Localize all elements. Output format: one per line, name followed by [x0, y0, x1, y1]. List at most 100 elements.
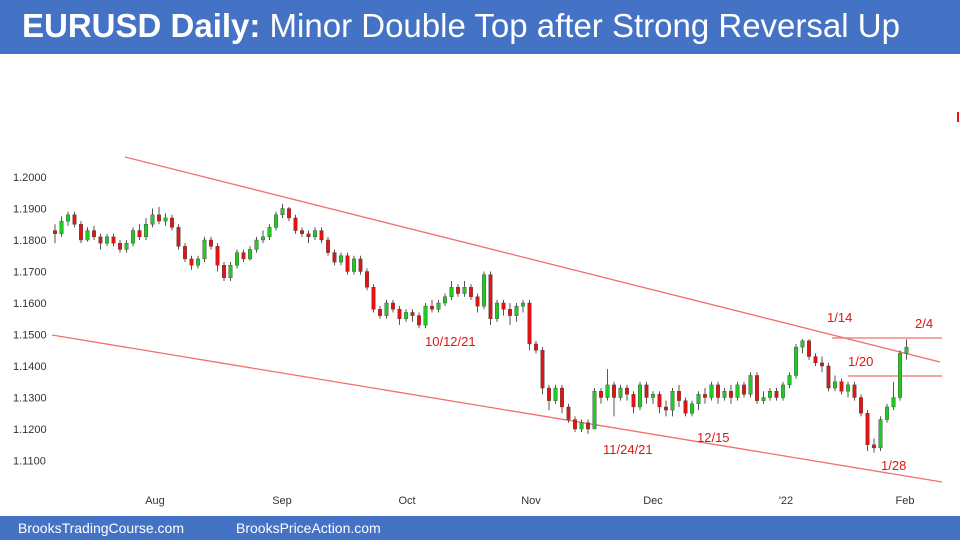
- candle-body: [670, 391, 675, 411]
- lower-channel-line: [51, 334, 943, 483]
- candle-body: [300, 230, 305, 234]
- candlestick-chart: 1.2000 1.1900 1.1800 1.1700 1.1600 1.1500 1.14…: [13, 112, 959, 507]
- candle-body: [475, 296, 480, 307]
- candle-body: [534, 343, 539, 351]
- candle-body: [72, 214, 77, 225]
- x-tick-label: Sep: [272, 495, 292, 507]
- candle-body: [143, 224, 148, 238]
- candle-body: [124, 242, 129, 250]
- candle-body: [306, 233, 311, 238]
- candle-body: [904, 346, 909, 354]
- annotation-label: 12/15: [697, 430, 730, 445]
- candle-body: [690, 403, 695, 414]
- candle-body: [85, 230, 90, 241]
- candle-body: [800, 340, 805, 348]
- candle-body: [332, 252, 337, 263]
- annotation-label: 2/4: [915, 316, 933, 331]
- candle-body: [709, 384, 714, 398]
- candle-body: [547, 387, 552, 401]
- candle-body: [735, 384, 740, 398]
- candle-body: [469, 287, 474, 297]
- candle-body: [326, 239, 331, 253]
- candle-body: [586, 422, 591, 430]
- candle-body: [787, 375, 792, 386]
- title-bold: EURUSD Daily:: [22, 7, 261, 44]
- candle-body: [495, 302, 500, 319]
- footer-link-price-action[interactable]: BrooksPriceAction.com: [236, 520, 381, 536]
- candle-body: [521, 302, 526, 307]
- x-tick-label: '22: [779, 495, 793, 507]
- candle-body: [195, 258, 200, 266]
- candle-body: [117, 242, 122, 250]
- annotation-label: 1/14: [827, 310, 852, 325]
- candle-body: [430, 305, 435, 310]
- y-tick-label: 1.1500: [13, 330, 47, 342]
- candle-body: [540, 350, 545, 389]
- y-tick-label: 1.1600: [13, 298, 47, 310]
- candle-body: [378, 309, 383, 316]
- candle-body: [508, 309, 513, 316]
- candle-body: [404, 312, 409, 319]
- candle-body: [794, 346, 799, 376]
- candle-body: [293, 217, 298, 231]
- y-axis-ticks: 1.2000 1.1900 1.1800 1.1700 1.1600 1.1500 1.14…: [13, 172, 47, 468]
- candle-body: [748, 375, 753, 395]
- candle-body: [514, 305, 519, 316]
- candle-body: [287, 208, 292, 219]
- chart-title: EURUSD Daily: Minor Double Top after Str…: [22, 6, 900, 46]
- candle-body: [280, 208, 285, 216]
- candle-body: [638, 384, 643, 408]
- candle-body: [677, 391, 682, 401]
- annotation-label: 10/12/21: [425, 334, 476, 349]
- title-bar: EURUSD Daily: Minor Double Top after Str…: [0, 0, 960, 54]
- candle-body: [234, 252, 239, 266]
- candle-body: [254, 239, 259, 250]
- footer-bar: BrooksTradingCourse.com BrooksPriceActio…: [0, 516, 960, 540]
- candle-body: [865, 413, 870, 445]
- candle-body: [462, 287, 467, 294]
- footer-link-trading-course[interactable]: BrooksTradingCourse.com: [18, 520, 184, 536]
- candle-body: [605, 384, 610, 398]
- candle-body: [774, 391, 779, 398]
- candle-body: [189, 258, 194, 266]
- candle-body: [573, 419, 578, 430]
- y-tick-label: 1.1200: [13, 424, 47, 436]
- candle-body: [98, 236, 103, 244]
- candle-body: [664, 406, 669, 411]
- candle-body: [410, 312, 415, 316]
- candle-body: [339, 255, 344, 263]
- candle-body: [423, 305, 428, 326]
- candle-body: [137, 230, 142, 238]
- candle-body: [169, 217, 174, 228]
- candle-body: [163, 217, 168, 222]
- candle-body: [618, 387, 623, 398]
- candle-body: [657, 394, 662, 408]
- candle-body: [761, 397, 766, 401]
- candle-body: [261, 236, 266, 241]
- candles: [53, 203, 909, 453]
- edge-marker: [957, 112, 959, 122]
- candle-body: [560, 387, 565, 408]
- candle-body: [208, 239, 213, 247]
- candle-body: [150, 214, 155, 225]
- candle-body: [449, 287, 454, 297]
- candle-body: [599, 391, 604, 398]
- y-tick-label: 1.1700: [13, 267, 47, 279]
- x-tick-label: Feb: [896, 495, 915, 507]
- candle-body: [488, 274, 493, 319]
- candle-body: [826, 365, 831, 389]
- candle-body: [156, 214, 161, 222]
- candle-body: [651, 394, 656, 398]
- candle-body: [78, 224, 83, 241]
- candle-body: [352, 258, 357, 272]
- candle-body: [781, 384, 786, 398]
- candle-body: [228, 265, 233, 279]
- candle-body: [365, 271, 370, 288]
- candle-body: [65, 214, 70, 222]
- annotations: 10/12/21 11/24/21 12/15 1/14 1/20 1/28 2/4: [425, 310, 933, 473]
- candle-body: [644, 384, 649, 398]
- candle-body: [872, 444, 877, 449]
- candle-body: [527, 302, 532, 345]
- candle-body: [813, 356, 818, 364]
- y-tick-label: 1.1300: [13, 393, 47, 405]
